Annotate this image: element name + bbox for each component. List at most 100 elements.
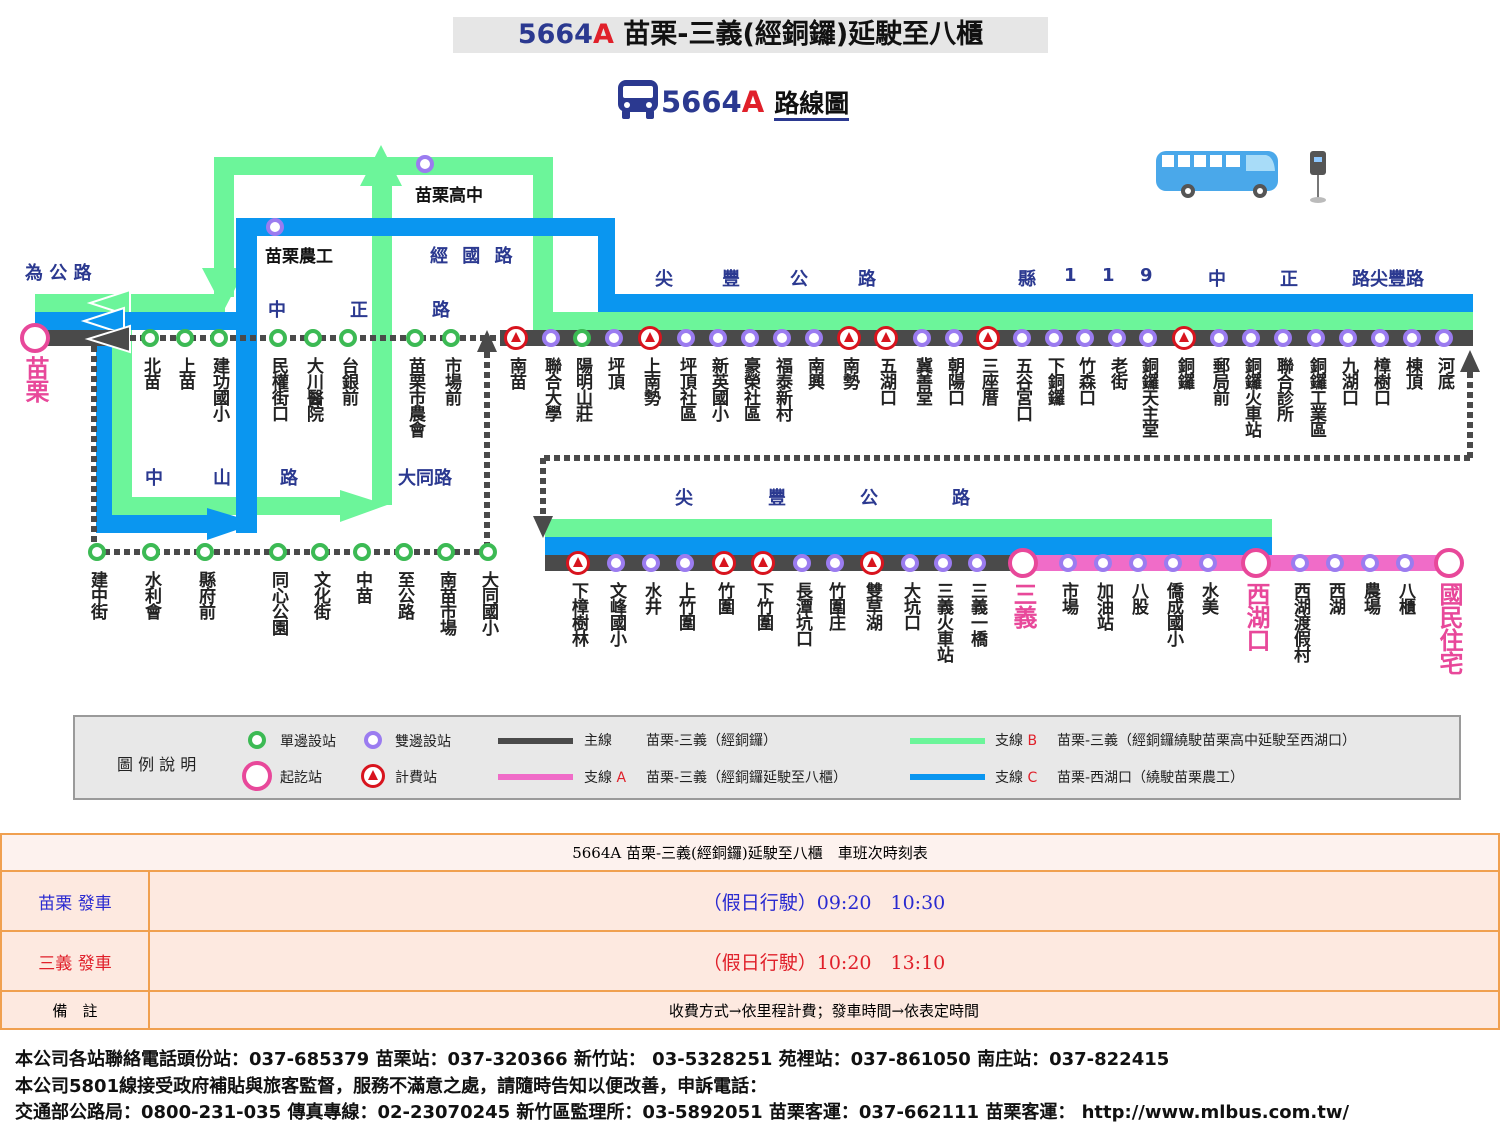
road-label-jianfeng-bottom: 尖	[675, 488, 693, 509]
station-marker-double[interactable]	[709, 329, 727, 347]
station-label: 水利會	[141, 571, 161, 619]
station-marker-toll[interactable]	[874, 326, 898, 350]
station-label: 中苗	[352, 571, 372, 603]
station-marker-single[interactable]	[142, 543, 160, 561]
station-label: 冀善堂	[912, 357, 932, 405]
station-marker-single[interactable]	[339, 329, 357, 347]
station-miaoli-high[interactable]	[416, 155, 434, 173]
bus-stop-sign-icon	[1310, 151, 1326, 203]
station-marker-double[interactable]	[1164, 554, 1182, 572]
station-marker-single[interactable]	[176, 329, 194, 347]
station-marker-double[interactable]	[793, 554, 811, 572]
station-marker-single[interactable]	[395, 543, 413, 561]
station-marker-double[interactable]	[542, 329, 560, 347]
station-marker-single[interactable]	[141, 329, 159, 347]
station-marker-double[interactable]	[1129, 554, 1147, 572]
station-marker-single[interactable]	[269, 543, 287, 561]
station-marker-double[interactable]	[642, 554, 660, 572]
station-marker-terminal[interactable]	[1008, 548, 1038, 578]
station-marker-double[interactable]	[1274, 329, 1292, 347]
station-marker-double[interactable]	[1403, 329, 1421, 347]
station-label: 文化街	[310, 571, 330, 619]
station-marker-double[interactable]	[1013, 329, 1031, 347]
station-marker-double[interactable]	[773, 329, 791, 347]
station-marker-double[interactable]	[1094, 554, 1112, 572]
station-marker-double[interactable]	[968, 554, 986, 572]
station-marker-double[interactable]	[607, 554, 625, 572]
station-marker-toll[interactable]	[860, 551, 884, 575]
station-marker-single[interactable]	[88, 543, 106, 561]
station-label: 銅鑼天主堂	[1138, 357, 1158, 437]
station-label: 國民住宅	[1435, 582, 1463, 674]
station-label: 下銅鑼	[1044, 357, 1064, 405]
station-marker-toll[interactable]	[504, 326, 528, 350]
road-label-zhongshan-3: 路	[280, 468, 298, 489]
station-marker-double[interactable]	[605, 329, 623, 347]
station-label: 陽明山莊	[572, 357, 592, 421]
station-marker-single[interactable]	[269, 329, 287, 347]
station-marker-single[interactable]	[573, 329, 591, 347]
station-marker-double[interactable]	[805, 329, 823, 347]
station-marker-single[interactable]	[196, 543, 214, 561]
bus-front-icon	[618, 80, 658, 119]
station-marker-toll[interactable]	[976, 326, 1000, 350]
road-label-county119: 1	[1064, 265, 1077, 286]
station-marker-double[interactable]	[1435, 329, 1453, 347]
station-label: 大坑口	[900, 582, 920, 630]
station-marker-double[interactable]	[1059, 554, 1077, 572]
station-marker-single[interactable]	[437, 543, 455, 561]
station-label: 大川醫院	[303, 357, 323, 421]
station-marker-toll[interactable]	[1172, 326, 1196, 350]
station-marker-double[interactable]	[1396, 554, 1414, 572]
station-marker-double[interactable]	[934, 554, 952, 572]
station-marker-toll[interactable]	[638, 326, 662, 350]
station-label: 三義一橋	[967, 582, 987, 646]
station-marker-double[interactable]	[1045, 329, 1063, 347]
station-marker-double[interactable]	[945, 329, 963, 347]
station-marker-terminal[interactable]	[20, 323, 50, 353]
station-marker-double[interactable]	[741, 329, 759, 347]
footer-line-3[interactable]: 交通部公路局：0800-231-035 傳真專線：02-23070245 新竹區…	[15, 1102, 1350, 1123]
station-marker-single[interactable]	[479, 543, 497, 561]
route-suffix: A	[592, 19, 614, 50]
station-marker-double[interactable]	[1242, 329, 1260, 347]
road-label-zhongzheng-3: 路	[432, 300, 450, 321]
station-marker-double[interactable]	[1291, 554, 1309, 572]
station-marker-terminal[interactable]	[1241, 548, 1271, 578]
station-marker-single[interactable]	[353, 543, 371, 561]
station-marker-double[interactable]	[1210, 329, 1228, 347]
station-marker-double[interactable]	[1307, 329, 1325, 347]
station-marker-single[interactable]	[406, 329, 424, 347]
road-label-jianfeng-top: 公	[790, 269, 808, 290]
legend-double: 雙邊設站	[395, 734, 451, 750]
station-marker-double[interactable]	[1139, 329, 1157, 347]
station-marker-double[interactable]	[1199, 554, 1217, 572]
station-label-origin: 苗栗	[21, 356, 49, 402]
station-marker-double[interactable]	[1326, 554, 1344, 572]
station-marker-single[interactable]	[210, 329, 228, 347]
station-marker-double[interactable]	[1371, 329, 1389, 347]
station-marker-toll[interactable]	[712, 551, 736, 575]
station-marker-double[interactable]	[1339, 329, 1357, 347]
road-label-jianfeng-bottom: 路	[952, 488, 970, 509]
station-marker-double[interactable]	[676, 554, 694, 572]
station-marker-double[interactable]	[1076, 329, 1094, 347]
station-marker-double[interactable]	[901, 554, 919, 572]
station-marker-terminal[interactable]	[1434, 548, 1464, 578]
station-label: 文峰國小	[606, 582, 626, 646]
station-marker-double[interactable]	[913, 329, 931, 347]
station-marker-double[interactable]	[677, 329, 695, 347]
station-marker-double[interactable]	[1361, 554, 1379, 572]
road-label-jianfeng-top: 尖	[655, 269, 673, 290]
station-miaoli-agri[interactable]	[266, 218, 284, 236]
station-marker-toll[interactable]	[837, 326, 861, 350]
station-marker-double[interactable]	[826, 554, 844, 572]
station-label: 朝陽口	[944, 357, 964, 405]
station-marker-toll[interactable]	[751, 551, 775, 575]
station-marker-single[interactable]	[442, 329, 460, 347]
road-label-zhongshan-2: 山	[213, 468, 231, 489]
station-marker-single[interactable]	[304, 329, 322, 347]
station-marker-double[interactable]	[1108, 329, 1126, 347]
station-marker-single[interactable]	[311, 543, 329, 561]
station-marker-toll[interactable]	[566, 551, 590, 575]
